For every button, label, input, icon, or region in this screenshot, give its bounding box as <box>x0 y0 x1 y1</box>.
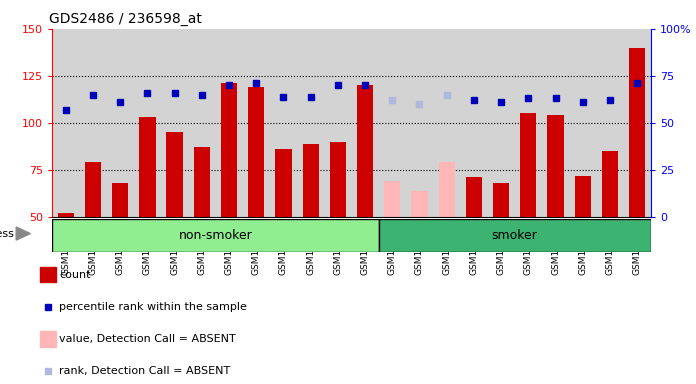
Text: count: count <box>59 270 90 280</box>
Bar <box>547 115 564 217</box>
Text: non-smoker: non-smoker <box>179 229 253 242</box>
Bar <box>248 87 264 217</box>
Bar <box>303 144 319 217</box>
Bar <box>85 162 101 217</box>
Bar <box>438 162 455 217</box>
Bar <box>411 190 427 217</box>
Bar <box>493 183 509 217</box>
Bar <box>575 175 591 217</box>
Text: GDS2486 / 236598_at: GDS2486 / 236598_at <box>49 12 202 26</box>
Text: stress: stress <box>0 228 15 238</box>
Bar <box>357 85 373 217</box>
Bar <box>40 331 56 347</box>
Bar <box>166 132 183 217</box>
Bar <box>112 183 128 217</box>
Text: percentile rank within the sample: percentile rank within the sample <box>59 302 247 312</box>
Bar <box>139 117 156 217</box>
Bar <box>276 149 292 217</box>
Bar <box>221 83 237 217</box>
Bar <box>330 142 346 217</box>
Bar <box>379 219 651 252</box>
Polygon shape <box>16 227 31 240</box>
Bar <box>193 147 210 217</box>
Bar <box>52 219 379 252</box>
Bar <box>58 213 74 217</box>
Bar <box>40 267 56 282</box>
Text: rank, Detection Call = ABSENT: rank, Detection Call = ABSENT <box>59 366 230 376</box>
Bar <box>602 151 618 217</box>
Bar <box>520 114 537 217</box>
Bar <box>384 181 400 217</box>
Text: value, Detection Call = ABSENT: value, Detection Call = ABSENT <box>59 334 236 344</box>
Text: smoker: smoker <box>492 229 538 242</box>
Bar <box>629 48 645 217</box>
Bar <box>466 177 482 217</box>
